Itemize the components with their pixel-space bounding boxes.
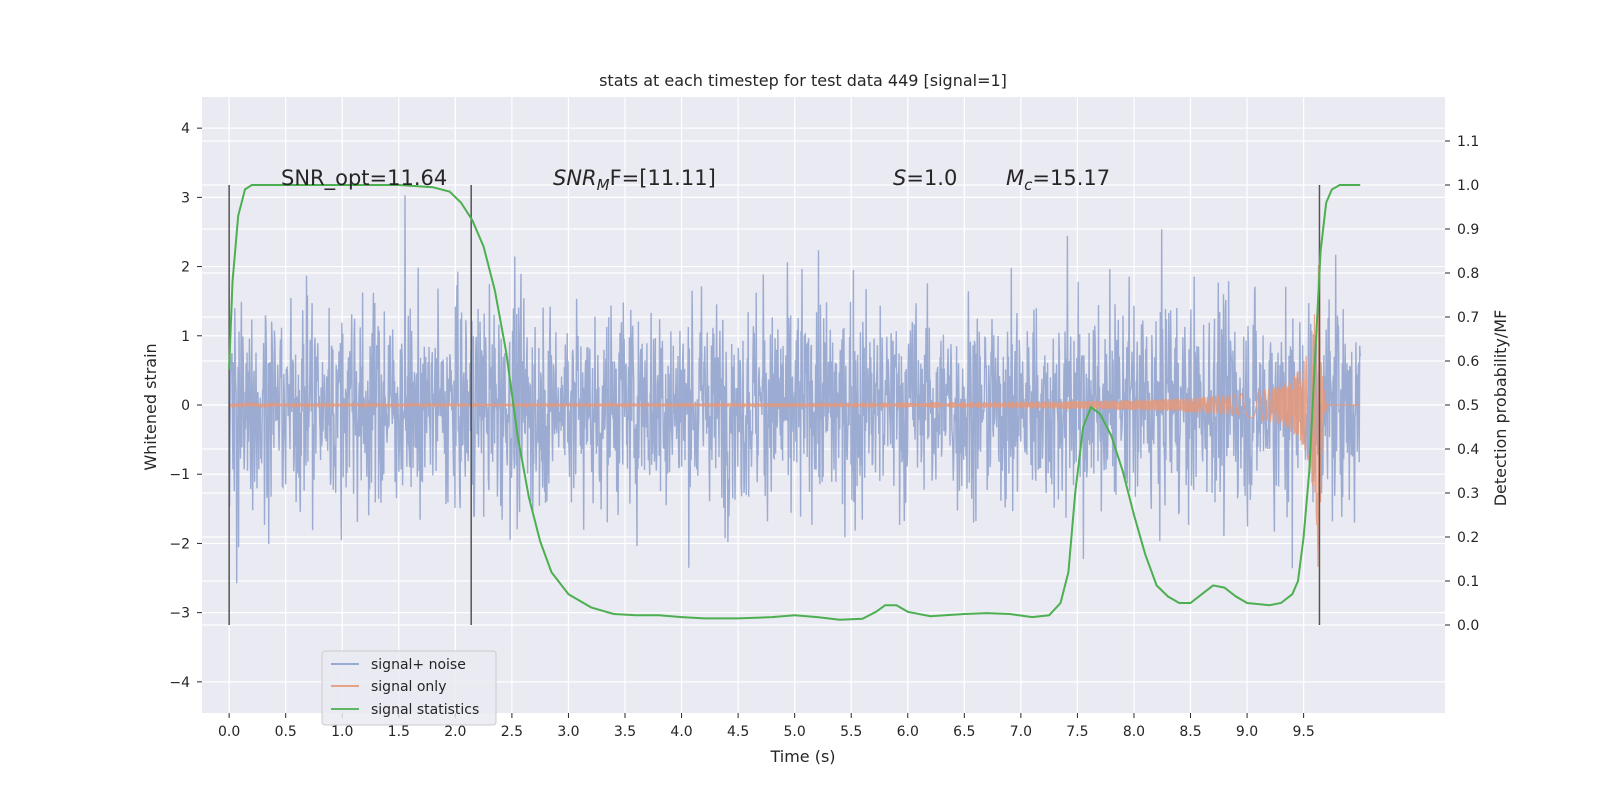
- x-tick-label: 5.5: [840, 724, 862, 740]
- y-right-tick-label: 0.7: [1457, 310, 1479, 326]
- x-axis: 0.0 0.5 1.0 1.5 2.0 2.5 3.0 3.5 4.0 4.5 5.0 5.5 6.0 6…: [218, 713, 1315, 740]
- annotation-mc: Mc=15.17: [1006, 166, 1110, 194]
- legend-label-signal: signal only: [371, 679, 446, 695]
- x-tick-label: 0.0: [218, 724, 240, 740]
- y-right-tick-label: 0.1: [1457, 574, 1479, 590]
- mc-base: M: [1006, 166, 1024, 190]
- y-tick-label: 2: [181, 260, 190, 276]
- x-tick-label: 9.0: [1236, 724, 1258, 740]
- y-right-tick-label: 0.0: [1457, 618, 1479, 634]
- y-right-tick-label: 0.9: [1457, 222, 1479, 238]
- y-tick-label: −4: [169, 675, 190, 691]
- legend-label-noise: signal+ noise: [371, 657, 466, 673]
- series-signal-plus-noise: [228, 195, 1361, 584]
- mc-value: =15.17: [1032, 166, 1110, 190]
- x-tick-label: 1.0: [331, 724, 353, 740]
- x-tick-label: 1.5: [388, 724, 410, 740]
- y-tick-label: 1: [181, 329, 190, 345]
- y-tick-label: −2: [169, 536, 190, 552]
- y-tick-label: −1: [169, 467, 190, 483]
- series-signal-only: [228, 264, 1361, 567]
- x-tick-label: 4.0: [670, 724, 692, 740]
- y-right-tick-label: 0.3: [1457, 486, 1479, 502]
- y-right-tick-label: 0.6: [1457, 354, 1479, 370]
- x-tick-label: 3.5: [614, 724, 636, 740]
- y-right-tick-label: 0.8: [1457, 266, 1479, 282]
- mc-sub: c: [1024, 176, 1033, 194]
- y-tick-label: 0: [181, 398, 190, 414]
- x-tick-label: 2.0: [444, 724, 466, 740]
- s-label: S: [893, 166, 906, 190]
- y-right-tick-label: 1.1: [1457, 134, 1479, 150]
- y-axis-left-label: Whitened strain: [141, 343, 160, 470]
- y-right-tick-label: 1.0: [1457, 178, 1479, 194]
- y-axis-left: −4 −3 −2 −1 0 1 2 3 4: [169, 121, 202, 691]
- legend-box: [321, 650, 497, 726]
- x-tick-label: 6.5: [953, 724, 975, 740]
- x-axis-label: Time (s): [769, 747, 835, 766]
- x-tick-label: 4.5: [727, 724, 749, 740]
- x-tick-label: 0.5: [275, 724, 297, 740]
- legend-label-statistics: signal statistics: [371, 702, 479, 718]
- series-signal-statistics: [228, 184, 1361, 621]
- x-tick-label: 8.5: [1179, 724, 1201, 740]
- y-tick-label: 3: [181, 190, 190, 206]
- legend: signal+ noise signal only signal statist…: [321, 650, 497, 726]
- y-tick-label: −3: [169, 606, 190, 622]
- x-tick-label: 2.5: [501, 724, 523, 740]
- y-right-tick-label: 0.2: [1457, 530, 1479, 546]
- y-right-tick-label: 0.5: [1457, 398, 1479, 414]
- signal-trace: [228, 264, 1361, 567]
- x-tick-label: 5.0: [784, 724, 806, 740]
- x-tick-label: 9.5: [1292, 724, 1314, 740]
- annotation-s: S=1.0: [893, 166, 957, 190]
- x-tick-label: 3.0: [557, 724, 579, 740]
- y-right-tick-label: 0.4: [1457, 442, 1479, 458]
- x-tick-label: 7.0: [1010, 724, 1032, 740]
- snr-mf-base: SNR: [553, 166, 597, 190]
- snr-mf-sub: M: [597, 176, 610, 194]
- x-tick-label: 6.0: [897, 724, 919, 740]
- y-tick-label: 4: [181, 121, 190, 137]
- annotation-snr-mf: SNRMF=[11.11]: [553, 166, 716, 194]
- x-tick-label: 8.0: [1123, 724, 1145, 740]
- chart-title: stats at each timestep for test data 449…: [599, 71, 1007, 90]
- noise-trace: [228, 195, 1361, 584]
- y-axis-right-label: Detection probability/MF: [1491, 310, 1510, 507]
- snr-mf-rest: F=[11.11]: [610, 166, 716, 190]
- s-value: =1.0: [906, 166, 957, 190]
- statistics-line: [228, 184, 1361, 621]
- x-tick-label: 7.5: [1066, 724, 1088, 740]
- y-axis-right: 0.0 0.1 0.2 0.3 0.4 0.5 0.6 0.7 0.8 0.9 1.0 1.1: [1445, 134, 1479, 634]
- annotation-snr-opt: SNR_opt=11.64: [281, 166, 447, 191]
